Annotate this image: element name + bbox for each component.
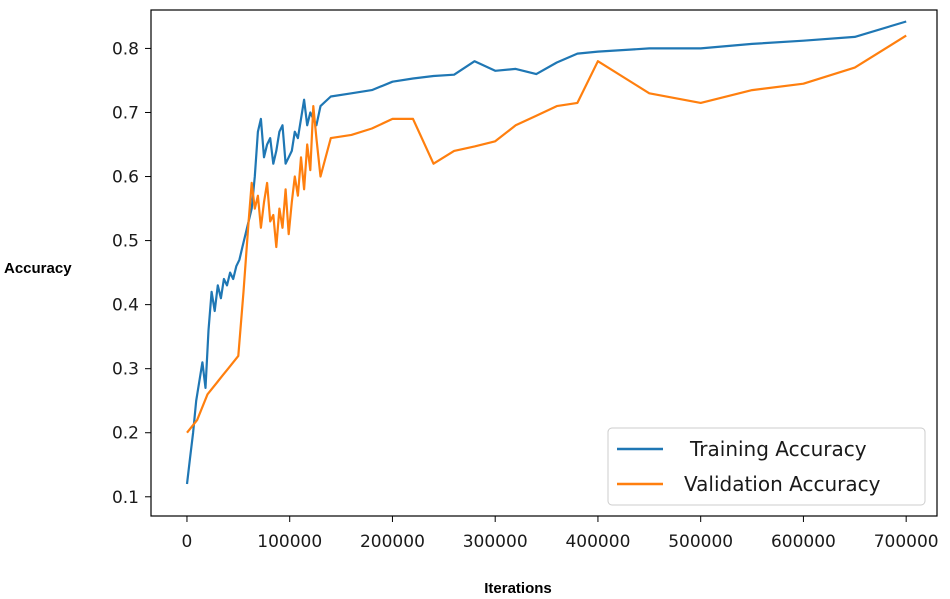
y-tick-label: 0.2 <box>112 424 139 444</box>
y-tick-label: 0.3 <box>112 360 139 380</box>
x-tick-label: 300000 <box>463 532 528 552</box>
legend-label-training: Training Accuracy <box>689 437 867 461</box>
y-axis-label: Accuracy <box>4 260 72 277</box>
x-axis-label: Iterations <box>484 580 552 597</box>
y-axis: 0.1 0.2 0.3 0.4 0.5 0.6 0.7 0.8 <box>112 39 151 508</box>
legend-label-validation: Validation Accuracy <box>684 472 881 496</box>
series-line-validation-accuracy <box>186 34 907 434</box>
y-tick-label: 0.4 <box>112 296 139 316</box>
y-tick-label: 0.5 <box>112 232 139 252</box>
x-tick-label: 200000 <box>360 532 425 552</box>
x-tick-label: 700000 <box>874 532 939 552</box>
legend: Training Accuracy Validation Accuracy <box>607 427 926 506</box>
y-tick-label: 0.6 <box>112 168 139 188</box>
x-axis: 0 100000 200000 300000 400000 500000 600000 700… <box>182 516 939 552</box>
x-tick-label: 0 <box>182 532 193 552</box>
series-line-training-accuracy <box>185 20 907 485</box>
y-tick-label: 0.1 <box>112 488 139 508</box>
y-tick-label: 0.7 <box>112 103 139 123</box>
x-tick-label: 400000 <box>565 532 630 552</box>
legend-box <box>607 427 926 506</box>
y-tick-label: 0.8 <box>112 39 139 59</box>
series-layer <box>185 20 907 485</box>
x-tick-label: 600000 <box>771 532 836 552</box>
x-tick-label: 500000 <box>668 532 733 552</box>
x-tick-label: 100000 <box>257 532 322 552</box>
